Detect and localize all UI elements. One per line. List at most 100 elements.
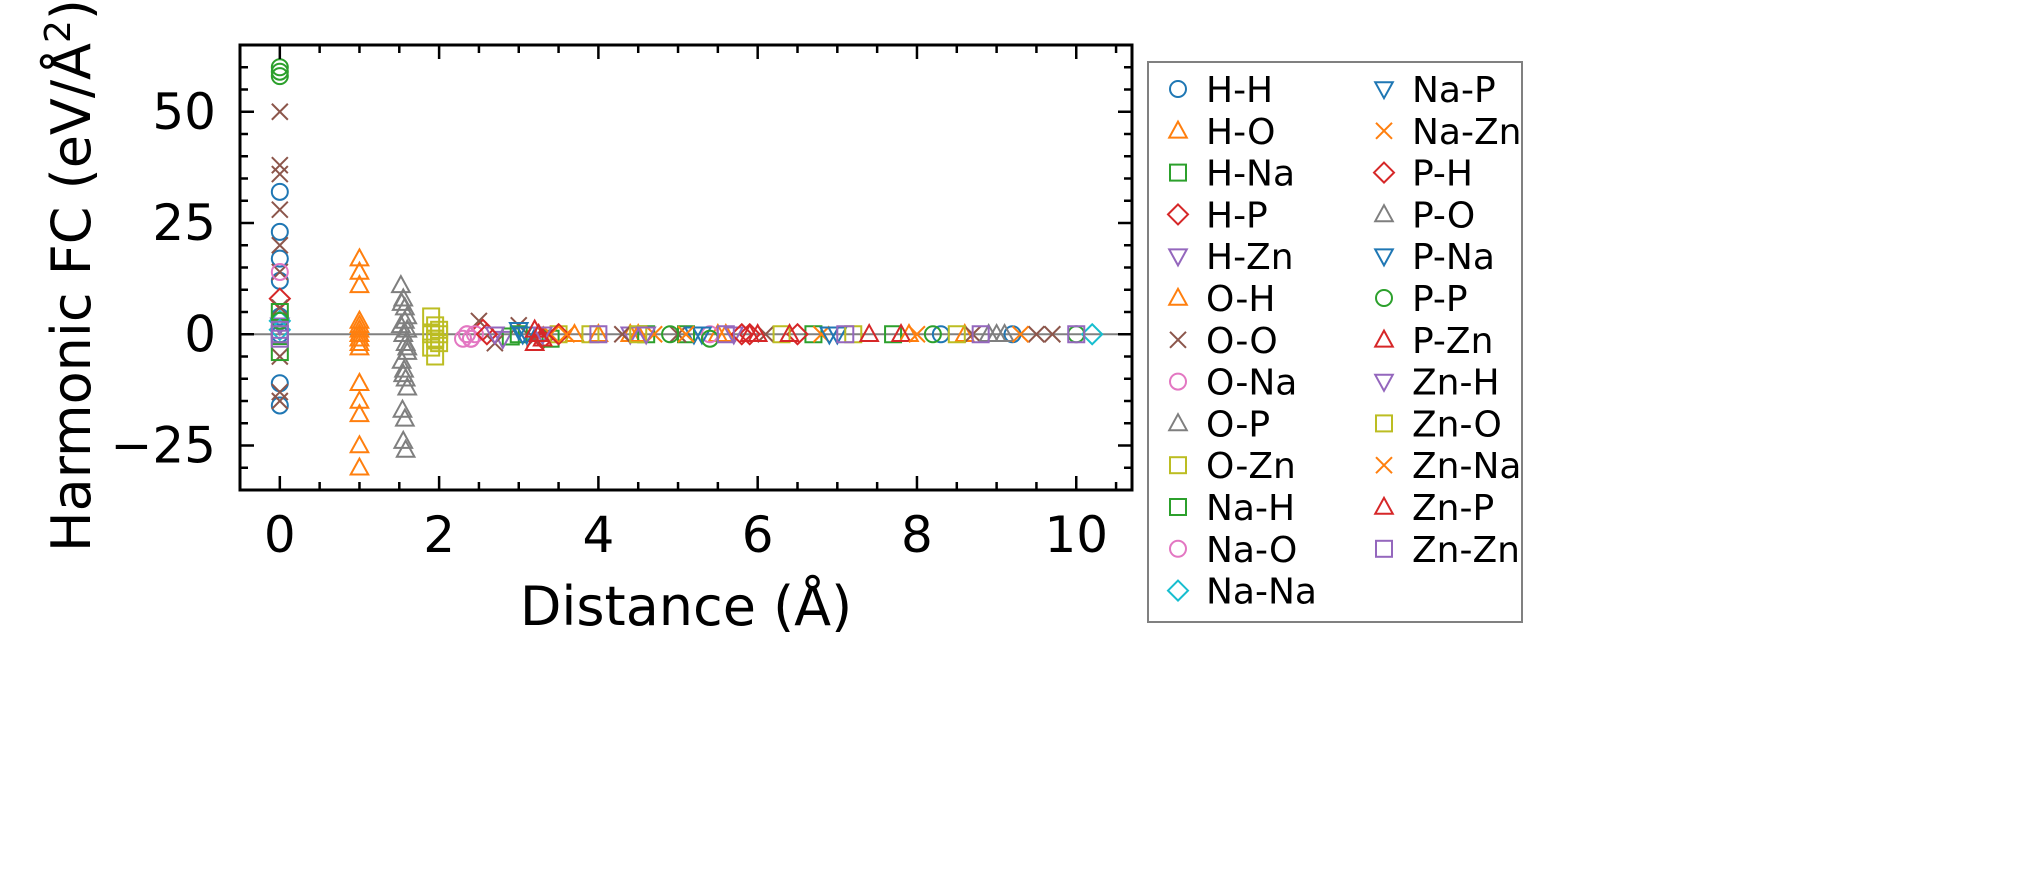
data-point <box>457 325 476 344</box>
data-point <box>627 322 649 343</box>
data-point <box>528 322 550 343</box>
data-point <box>629 325 648 344</box>
data-point <box>348 456 370 476</box>
data-point <box>465 325 484 344</box>
series-p-h <box>475 322 754 346</box>
legend-marker <box>1166 579 1190 603</box>
data-point <box>923 325 942 344</box>
series-h-h <box>270 182 1022 415</box>
legend-marker <box>1373 248 1395 268</box>
data-point <box>613 325 631 343</box>
legend-entry: Na-P <box>1373 70 1496 111</box>
legend-marker <box>1375 122 1393 140</box>
legend-marker <box>1169 331 1187 349</box>
legend-entry: Zn-Na <box>1375 446 1521 487</box>
legend-entry: Na-O <box>1169 530 1297 571</box>
legend-label: Na-P <box>1412 70 1496 111</box>
legend-marker <box>1169 456 1187 475</box>
data-point <box>986 322 1008 343</box>
data-point <box>730 322 754 346</box>
legend-marker <box>1375 414 1393 433</box>
data-point <box>430 325 449 344</box>
legend-entry: P-O <box>1373 195 1475 236</box>
y-axis-title-close: ) <box>40 0 103 20</box>
legend-marker <box>1375 289 1393 307</box>
data-point <box>1080 322 1104 346</box>
legend-marker <box>1375 539 1393 558</box>
data-point <box>747 322 769 343</box>
x-tick-label: 4 <box>582 506 614 564</box>
legend-label: Na-H <box>1206 488 1295 529</box>
data-point <box>1011 325 1030 343</box>
data-point <box>348 371 370 391</box>
data-point <box>270 58 289 77</box>
legend: H-HH-OH-NaH-PH-ZnO-HO-OO-NaO-PO-ZnNa-HNa… <box>1147 61 1523 623</box>
legend-label: P-H <box>1412 154 1473 195</box>
y-tick-label: 0 <box>184 305 216 363</box>
legend-marker <box>1373 495 1395 515</box>
data-point <box>270 262 289 281</box>
data-point <box>270 343 289 362</box>
series-p-o <box>391 291 1008 383</box>
legend-entry: Zn-Zn <box>1375 530 1520 571</box>
legend-entry: H-O <box>1167 112 1275 153</box>
series-zn-na <box>557 325 926 343</box>
y-tick-label: 25 <box>152 194 216 252</box>
legend-marker <box>1373 203 1395 223</box>
data-point <box>270 249 289 268</box>
data-point <box>270 67 289 86</box>
plot-area-frame <box>238 43 1134 492</box>
data-point <box>635 326 657 346</box>
data-point <box>908 325 926 343</box>
data-point <box>271 298 289 317</box>
data-point <box>589 325 608 344</box>
data-point <box>1027 325 1046 343</box>
data-point <box>836 325 855 344</box>
legend-label: O-Na <box>1206 363 1297 404</box>
data-point <box>884 325 903 344</box>
data-point <box>396 340 418 360</box>
legend-label: H-P <box>1206 195 1268 236</box>
series-o-p <box>390 274 1016 458</box>
legend-label: Zn-H <box>1412 363 1500 404</box>
legend-entry: Na-H <box>1169 488 1295 529</box>
legend-label: P-Zn <box>1412 321 1493 362</box>
data-point <box>738 322 762 346</box>
legend-marker <box>1169 163 1187 182</box>
data-point <box>461 329 480 348</box>
legend-entry: O-P <box>1167 404 1270 445</box>
legend-entry: O-O <box>1169 321 1278 362</box>
data-point <box>484 326 506 346</box>
series-zn-h <box>484 326 657 346</box>
legend-entry: H-P <box>1166 195 1268 236</box>
legend-label: O-Zn <box>1206 446 1296 487</box>
x-tick-label: 6 <box>742 506 774 564</box>
data-point <box>396 336 418 356</box>
data-point <box>393 358 415 378</box>
data-point <box>426 329 445 348</box>
legend-label: Na-Zn <box>1412 112 1521 153</box>
data-point <box>270 396 289 415</box>
legend-entry: Zn-H <box>1373 363 1500 404</box>
data-point <box>395 438 417 458</box>
legend-marker <box>1169 498 1187 516</box>
legend-marker <box>1167 119 1189 139</box>
data-point <box>772 325 791 344</box>
data-point <box>394 309 416 329</box>
data-point <box>547 322 570 346</box>
data-point <box>396 376 418 396</box>
data-point <box>508 322 530 342</box>
legend-label: O-O <box>1206 321 1278 362</box>
data-point <box>271 103 289 121</box>
legend-marker <box>1373 81 1395 101</box>
legend-label: Na-Na <box>1206 572 1317 613</box>
series-zn-p <box>528 322 880 343</box>
data-point <box>391 398 413 418</box>
legend-label: H-Zn <box>1206 237 1294 278</box>
x-tick-label: 0 <box>264 506 296 564</box>
data-point <box>524 318 546 338</box>
data-point <box>391 291 413 311</box>
legend-marker <box>1167 248 1189 268</box>
data-point <box>392 322 414 343</box>
legend-marker <box>1373 373 1395 393</box>
